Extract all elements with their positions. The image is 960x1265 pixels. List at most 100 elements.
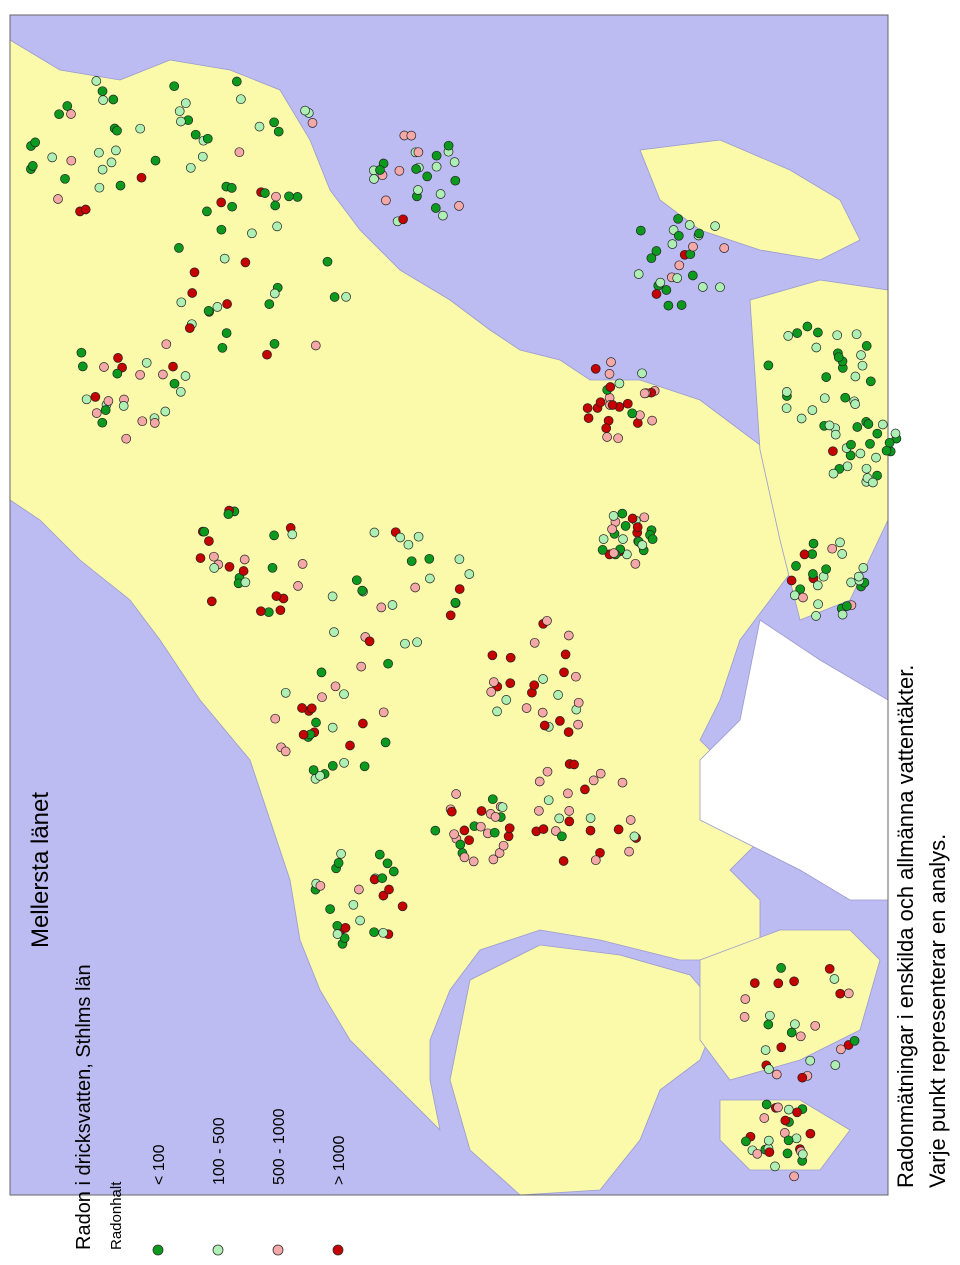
sample-point (868, 477, 878, 488)
sample-point (529, 637, 540, 648)
sample-point (741, 1136, 751, 1147)
sample-point (663, 300, 674, 311)
sample-point (330, 681, 341, 692)
sample-point (667, 239, 678, 249)
sample-point (97, 86, 108, 97)
sample-point (558, 856, 569, 866)
sample-point (180, 371, 191, 381)
sample-point (598, 534, 609, 544)
sample-point (292, 192, 303, 202)
sample-point (564, 806, 575, 816)
sample-point (580, 784, 590, 795)
sample-point (359, 761, 370, 772)
sample-point (534, 805, 544, 816)
sample-point (740, 994, 751, 1004)
sample-point (487, 794, 498, 805)
sample-point (783, 1104, 794, 1115)
sample-point (789, 1171, 799, 1182)
sample-point (431, 150, 442, 161)
sample-point (564, 816, 575, 827)
sample-point (199, 526, 210, 537)
sample-point (357, 585, 368, 596)
sample-point (99, 362, 109, 372)
sample-point (108, 94, 119, 105)
sample-point (378, 890, 389, 901)
sample-point (813, 327, 823, 338)
sample-point (837, 609, 848, 620)
sample-point (239, 554, 250, 565)
sample-point (158, 369, 168, 380)
sample-point (270, 713, 281, 724)
sample-point (226, 183, 237, 193)
sample-point (773, 978, 784, 989)
sample-point (351, 575, 362, 586)
sample-point (786, 575, 797, 586)
sample-point (271, 191, 281, 202)
sample-point (369, 927, 379, 938)
sample-point (647, 415, 657, 426)
sample-point (771, 1069, 782, 1080)
sample-point (464, 569, 475, 579)
sample-point (240, 257, 251, 268)
sample-point (850, 399, 861, 409)
sample-point (601, 423, 612, 434)
sample-point (498, 840, 509, 851)
sample-point (764, 1064, 774, 1075)
sample-point (881, 445, 892, 456)
sample-points (26, 76, 902, 1182)
land-island (699, 929, 881, 1081)
sample-point (808, 538, 819, 549)
legend-symbol (152, 1244, 164, 1256)
sample-point (406, 130, 417, 141)
sample-point (327, 722, 338, 733)
sample-point (262, 349, 272, 360)
sample-point (284, 191, 294, 202)
sample-point (449, 157, 460, 167)
sample-point (221, 328, 232, 338)
sample-point (176, 116, 186, 127)
sample-point (842, 461, 853, 472)
sample-point (865, 376, 876, 387)
sample-point (267, 562, 278, 573)
sample-point (832, 330, 843, 341)
sample-point (459, 825, 470, 836)
sample-point (260, 188, 270, 198)
sample-point (635, 225, 646, 236)
sample-point (475, 821, 486, 832)
sample-point (219, 253, 230, 264)
sample-point (629, 831, 640, 842)
sample-point (121, 433, 132, 444)
map-title: Mellersta länet (27, 792, 54, 948)
sample-point (555, 716, 565, 726)
sample-point (559, 667, 569, 678)
sample-point (487, 650, 498, 661)
sample-point (604, 369, 615, 379)
sample-point (209, 551, 219, 562)
sample-point (608, 548, 619, 558)
sample-point (782, 1148, 793, 1159)
sample-point (651, 246, 662, 256)
sample-point (613, 433, 623, 444)
sample-point (354, 884, 364, 895)
sample-point (688, 241, 698, 252)
sample-point (136, 172, 147, 183)
sample-point (673, 230, 684, 241)
sample-point (776, 1042, 787, 1053)
sample-point (397, 901, 408, 912)
sample-point (837, 549, 848, 559)
sample-point (135, 123, 146, 134)
sample-point (573, 719, 583, 730)
sample-point (538, 824, 549, 834)
sample-point (715, 282, 725, 293)
sample-point (830, 1060, 841, 1070)
sample-point (327, 591, 338, 602)
sample-point (770, 1161, 780, 1172)
sample-point (627, 513, 638, 524)
sample-point (850, 371, 861, 382)
sample-point (204, 536, 214, 546)
sample-point (168, 361, 178, 372)
sample-point (369, 174, 379, 184)
sample-point (871, 452, 881, 463)
sample-point (195, 553, 206, 563)
sample-point (861, 341, 872, 351)
